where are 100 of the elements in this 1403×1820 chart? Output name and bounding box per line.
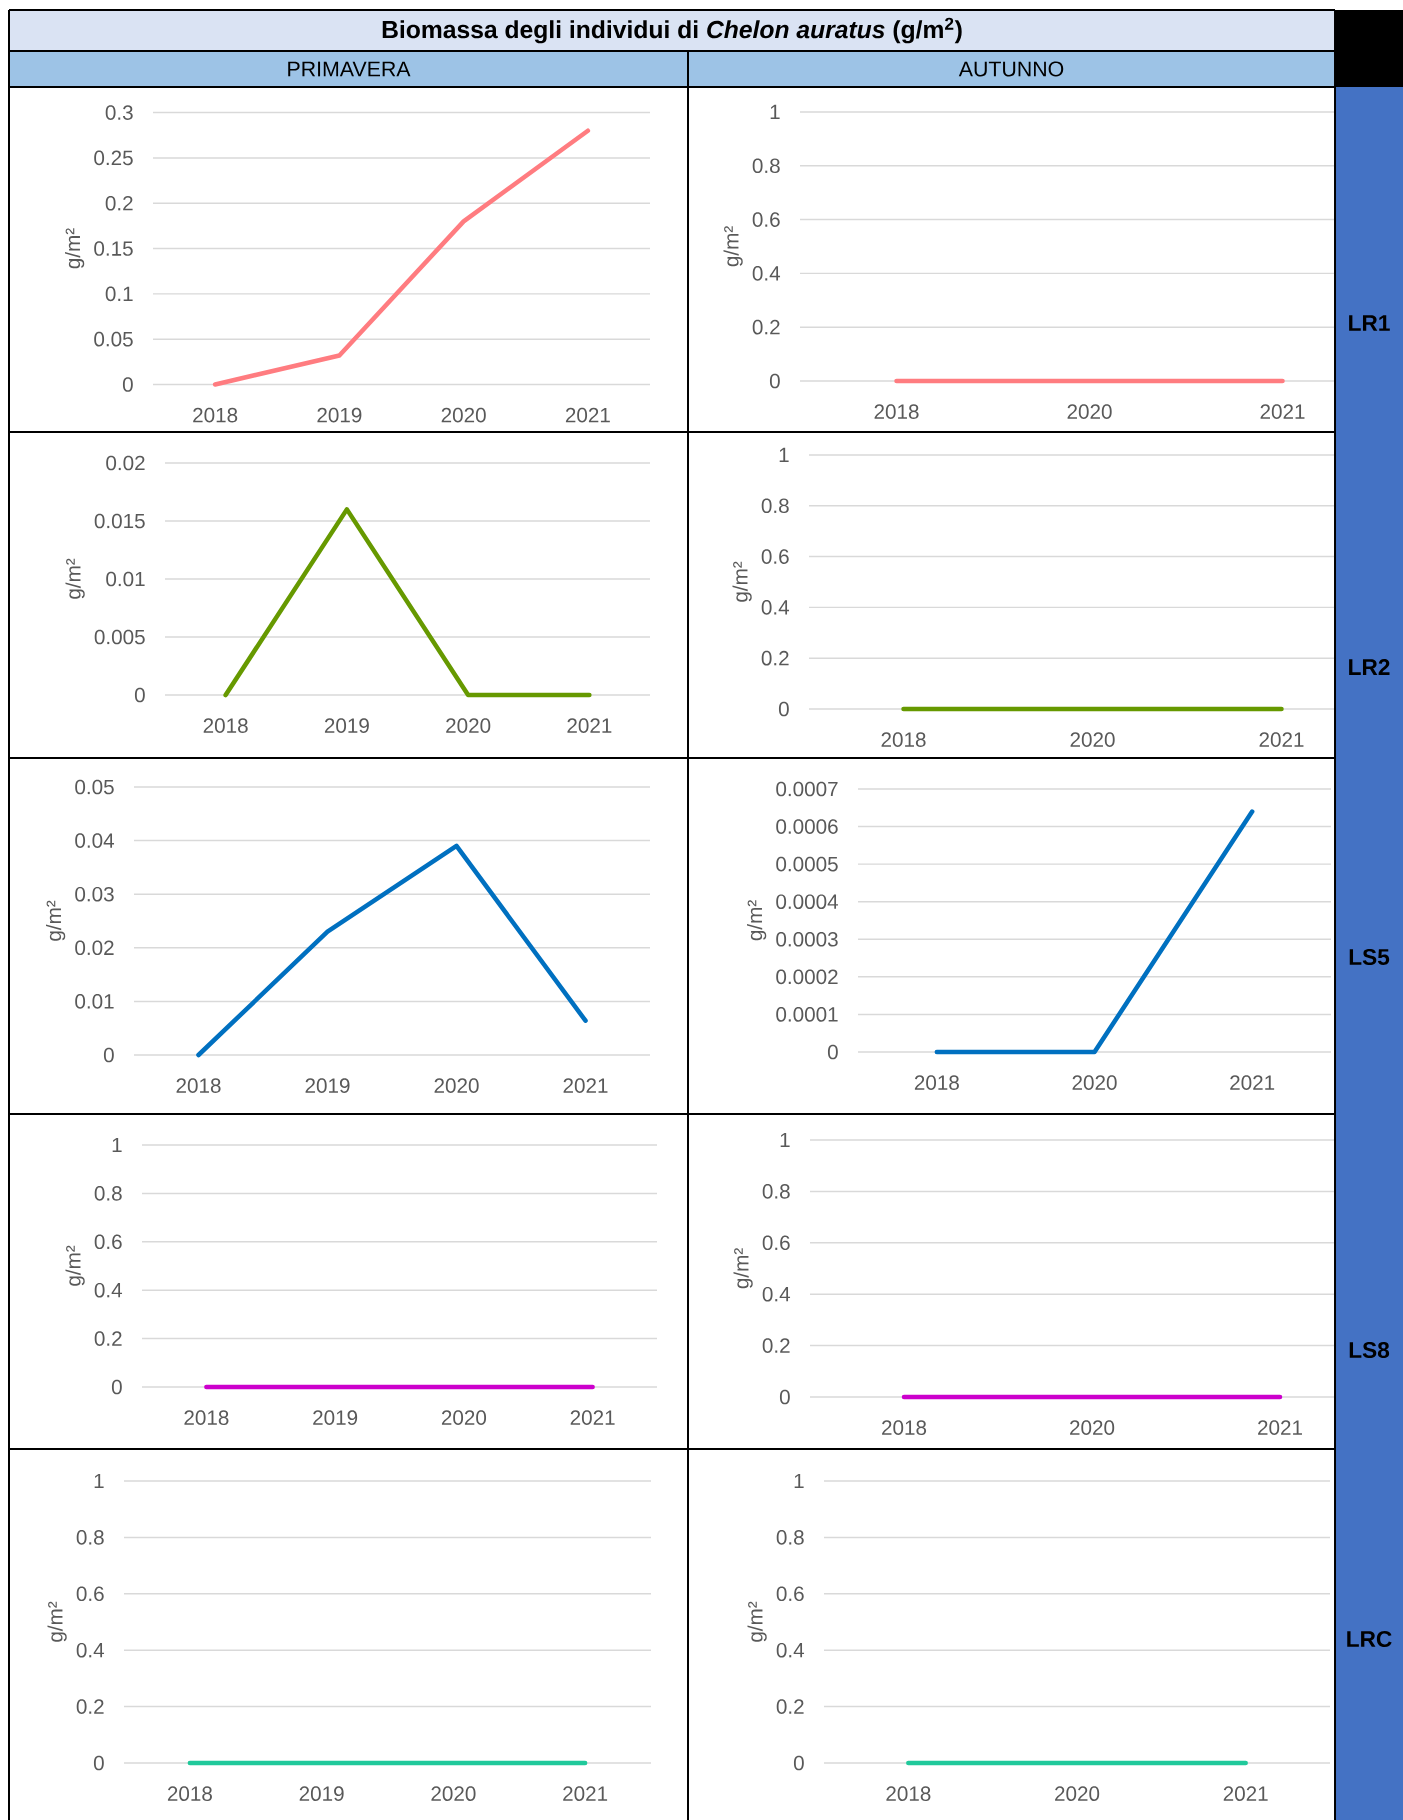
y-tick-label: 0.05 — [75, 779, 114, 795]
y-tick-label: 0.6 — [752, 212, 780, 227]
y-tick-label: 1 — [779, 447, 789, 463]
y-tick-label: 0.6 — [761, 549, 789, 564]
y-axis-title: g/m² — [723, 226, 743, 267]
x-tick-label: 2020 — [441, 407, 486, 423]
x-tick-label: 2018 — [193, 407, 238, 423]
y-tick-label: 0 — [827, 1044, 838, 1060]
y-tick-label: 0 — [778, 701, 789, 717]
y-tick-label: 0.15 — [94, 241, 133, 256]
x-tick-label: 2021 — [565, 407, 610, 423]
y-tick-label: 0.015 — [94, 513, 145, 529]
y-tick-label: 0.6 — [76, 1586, 104, 1602]
x-tick-label: 2021 — [563, 1078, 608, 1093]
x-tick-label: 2018 — [176, 1078, 221, 1093]
chart-subtitle: AUTUNNO — [958, 61, 1064, 77]
x-tick-label: 2021 — [1260, 404, 1305, 419]
y-tick-label: 0.0005 — [776, 856, 838, 872]
y-tick-label: 0.2 — [752, 319, 780, 335]
y-tick-label: 1 — [780, 1132, 790, 1148]
y-tick-label: 0.005 — [94, 629, 145, 645]
y-tick-label: 0.25 — [94, 150, 133, 166]
y-tick-label: 0.8 — [76, 1530, 104, 1545]
y-tick-label: 0.4 — [94, 1282, 123, 1298]
y-axis-title: g/m² — [65, 558, 85, 599]
y-tick-label: 0.8 — [776, 1530, 804, 1545]
x-tick-label: 2018 — [886, 1786, 931, 1801]
y-tick-label: 0.2 — [105, 195, 133, 211]
text: LR2 — [1349, 659, 1390, 675]
y-tick-label: 0.1 — [105, 286, 133, 302]
y-tick-label: 0.05 — [94, 331, 133, 347]
y-tick-label: 0.6 — [94, 1234, 122, 1250]
y-tick-label: 0.2 — [776, 1699, 804, 1714]
x-tick-label: 2019 — [324, 718, 369, 733]
y-tick-label: 0 — [111, 1379, 122, 1395]
x-tick-label: 2021 — [567, 718, 612, 733]
y-axis-title: g/m² — [65, 1245, 85, 1286]
y-tick-label: 0.0001 — [776, 1007, 838, 1022]
y-tick-label: 0.4 — [752, 266, 781, 281]
x-tick-label: 2020 — [1055, 1786, 1100, 1801]
y-tick-label: 0.2 — [761, 650, 789, 666]
y-tick-label: 0.6 — [762, 1235, 790, 1251]
text: LR1 — [1349, 315, 1390, 331]
y-tick-label: 0.0007 — [776, 781, 838, 797]
line-series — [196, 843, 588, 1058]
y-axis-title: g/m² — [733, 1248, 753, 1289]
y-axis-title: g/m² — [47, 1601, 67, 1642]
y-tick-label: 0 — [779, 1389, 790, 1405]
y-tick-label: 0 — [93, 1755, 104, 1771]
y-tick-label: 0.4 — [776, 1642, 805, 1658]
text: LS5 — [1349, 948, 1390, 966]
y-tick-label: 0.02 — [75, 940, 114, 956]
y-axis-title: g/m² — [45, 900, 66, 941]
x-tick-label: 2019 — [313, 1410, 358, 1425]
y-tick-label: 0.4 — [76, 1642, 105, 1658]
x-tick-label: 2020 — [1072, 1075, 1117, 1090]
x-tick-label: 2021 — [1258, 1420, 1302, 1435]
text: LS8 — [1349, 1341, 1390, 1359]
x-tick-label: 2020 — [431, 1786, 476, 1801]
y-tick-label: 0.8 — [752, 158, 780, 174]
y-tick-label: 0.0004 — [776, 894, 839, 910]
x-tick-label: 2018 — [184, 1410, 229, 1425]
y-tick-label: 0.8 — [761, 498, 789, 514]
y-tick-label: 0.02 — [106, 455, 145, 471]
y-tick-label: 0 — [769, 373, 780, 389]
y-tick-label: 0.2 — [76, 1699, 104, 1714]
chart-subtitle: PRIMAVERA — [288, 61, 411, 77]
x-tick-label: 2019 — [317, 407, 362, 423]
y-tick-label: 0.01 — [106, 571, 145, 587]
x-tick-label: 2021 — [570, 1410, 615, 1425]
y-tick-label: 0.0006 — [776, 819, 838, 834]
y-tick-label: 0 — [103, 1047, 114, 1063]
y-tick-label: 1 — [794, 1473, 804, 1489]
text: LRC — [1347, 1630, 1392, 1648]
y-tick-label: 1 — [112, 1137, 122, 1153]
y-tick-label: 0.4 — [761, 600, 790, 615]
x-tick-label: 2018 — [874, 404, 919, 419]
x-tick-label: 2021 — [1230, 1075, 1275, 1090]
x-tick-label: 2020 — [1070, 732, 1115, 747]
y-tick-label: 0.4 — [762, 1286, 791, 1302]
y-axis-title: g/m² — [747, 900, 767, 941]
y-tick-label: 0.0003 — [776, 931, 838, 947]
line-series — [212, 128, 591, 387]
y-axis-title: g/m² — [732, 561, 752, 602]
x-tick-label: 2020 — [434, 1078, 479, 1093]
x-tick-label: 2021 — [1259, 732, 1304, 747]
x-tick-label: 2019 — [299, 1786, 344, 1801]
x-tick-label: 2018 — [882, 1420, 927, 1435]
y-tick-label: 0.3 — [105, 105, 133, 120]
x-tick-label: 2020 — [446, 718, 491, 733]
y-tick-label: 0 — [793, 1755, 804, 1771]
x-tick-label: 2018 — [203, 718, 248, 733]
y-axis-title: g/m² — [747, 1601, 767, 1642]
y-tick-label: 0.0002 — [776, 969, 838, 985]
y-tick-label: 1 — [770, 104, 780, 120]
y-tick-label: 0.2 — [762, 1338, 790, 1353]
x-tick-label: 2020 — [1067, 404, 1112, 419]
y-tick-label: 0 — [122, 377, 133, 392]
y-tick-label: 0.01 — [75, 994, 114, 1009]
y-tick-label: 0 — [134, 687, 145, 703]
